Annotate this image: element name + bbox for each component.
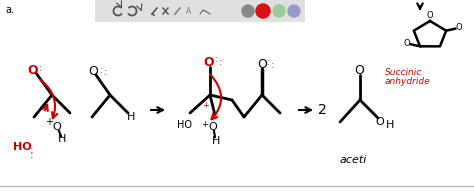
Text: H: H <box>127 112 135 122</box>
Text: a.: a. <box>5 5 14 15</box>
Text: :: : <box>267 57 271 67</box>
Text: O: O <box>209 122 218 132</box>
Circle shape <box>273 5 285 17</box>
Text: HO: HO <box>177 120 192 130</box>
Text: H: H <box>58 134 66 144</box>
Text: O: O <box>456 23 463 32</box>
Text: +: + <box>201 120 209 129</box>
Text: :: : <box>214 54 218 64</box>
Text: 2: 2 <box>318 103 327 117</box>
Text: anhydride: anhydride <box>385 77 430 86</box>
Text: A: A <box>186 6 191 15</box>
Bar <box>198 6 210 16</box>
Circle shape <box>288 5 300 17</box>
Text: :: : <box>100 65 103 75</box>
Text: HO: HO <box>13 142 31 152</box>
Circle shape <box>256 4 270 18</box>
Text: O: O <box>53 122 61 132</box>
Text: O: O <box>427 11 433 20</box>
Text: O: O <box>204 56 214 69</box>
Text: O: O <box>88 65 98 78</box>
Text: :: : <box>30 145 34 155</box>
Text: +: + <box>45 117 53 127</box>
Text: O: O <box>404 39 410 48</box>
Text: :: : <box>219 57 222 67</box>
Text: :: : <box>272 60 274 70</box>
Bar <box>184 6 194 16</box>
Text: aceti: aceti <box>340 155 367 165</box>
Text: O: O <box>257 57 267 70</box>
Text: Succinic: Succinic <box>385 68 422 77</box>
Text: :: : <box>103 67 107 77</box>
Bar <box>95 0 305 22</box>
Circle shape <box>242 5 254 17</box>
Text: H: H <box>386 120 394 130</box>
Text: O: O <box>375 117 384 127</box>
Text: :: : <box>38 63 42 73</box>
Text: +: + <box>202 100 210 109</box>
Text: O: O <box>354 63 364 77</box>
Text: O: O <box>27 63 38 77</box>
Text: :: : <box>30 150 34 160</box>
Text: H: H <box>212 136 220 146</box>
